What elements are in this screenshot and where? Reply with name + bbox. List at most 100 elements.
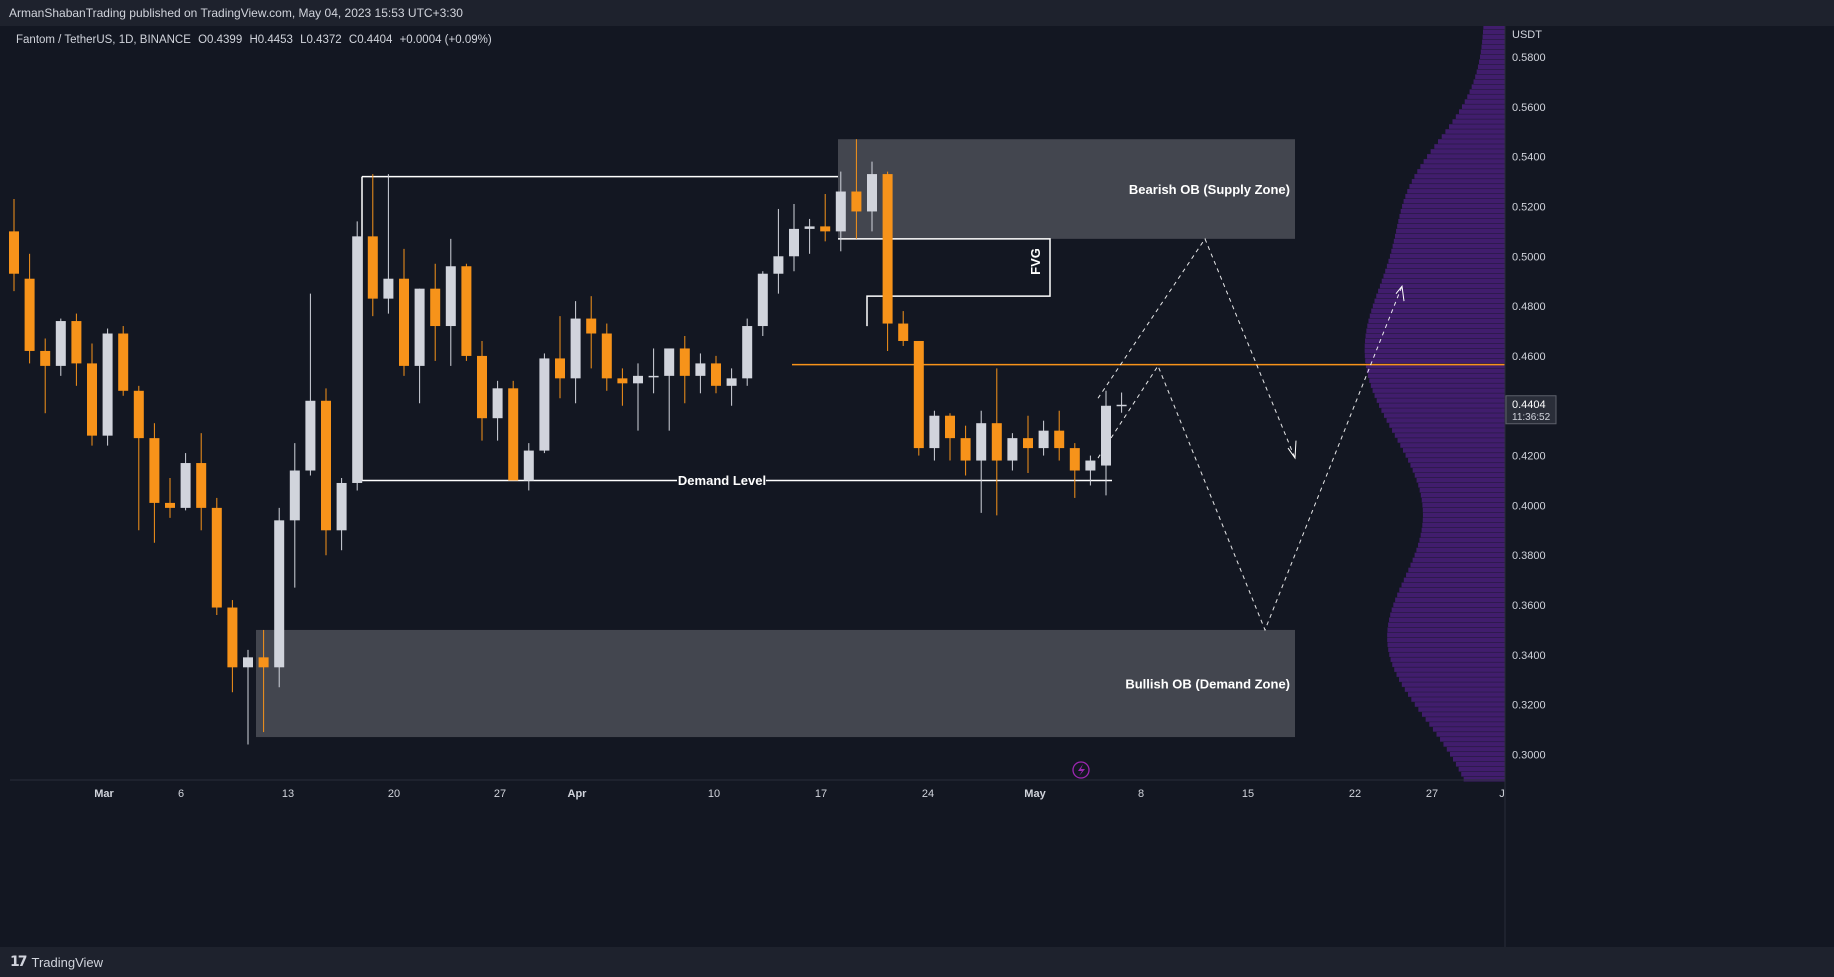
price-tick-label: 0.3600 <box>1512 600 1546 612</box>
candle-body <box>835 191 846 232</box>
candle-body <box>258 657 269 668</box>
price-tick-label: 0.3200 <box>1512 700 1546 712</box>
candle-body <box>71 321 82 364</box>
candle-body <box>40 350 51 366</box>
projection-arrowhead <box>1395 284 1405 302</box>
volume-bar <box>1421 712 1505 717</box>
volume-bar <box>1374 298 1505 304</box>
candle-body <box>882 174 893 324</box>
volume-bar <box>1399 213 1505 219</box>
order-block-zones: Bearish OB (Supply Zone) Bullish OB (Dema… <box>256 139 1295 738</box>
time-tick-label: 27 <box>1426 788 1438 800</box>
time-tick-label: 15 <box>1242 788 1254 800</box>
publish-info: ArmanShabanTrading published on TradingV… <box>9 6 463 20</box>
volume-bar <box>1483 26 1505 30</box>
volume-bar <box>1422 512 1505 518</box>
volume-bar <box>1463 776 1505 782</box>
candle-body <box>586 318 597 334</box>
volume-bar <box>1400 443 1505 448</box>
candle-body <box>180 463 191 508</box>
volume-bar <box>1400 208 1505 214</box>
volume-bar <box>1414 174 1505 179</box>
volume-bar <box>1366 368 1505 373</box>
volume-bar <box>1480 54 1505 60</box>
time-tick-label: 27 <box>494 788 506 800</box>
candle-body <box>461 266 472 356</box>
volume-bar <box>1422 522 1505 528</box>
demand-zone-label: Bullish OB (Demand Zone) <box>1125 677 1290 692</box>
volume-bar <box>1389 423 1505 428</box>
tradingview-logo[interactable]: 17 TradingView <box>10 954 103 970</box>
candle-body <box>1116 404 1127 407</box>
volume-bar <box>1395 597 1505 603</box>
volume-bar <box>1390 612 1505 618</box>
candle-body <box>523 450 534 481</box>
volume-bar <box>1419 537 1505 543</box>
candle-body <box>913 340 924 449</box>
projection-arrowhead <box>1287 440 1297 460</box>
supply-zone <box>838 139 1295 239</box>
candle-body <box>492 388 503 419</box>
price-tick-label: 0.5800 <box>1512 52 1546 64</box>
volume-bar <box>1452 119 1505 124</box>
volume-bar <box>1366 328 1505 334</box>
events-lightning-icon <box>1072 761 1090 779</box>
price-tick-label: 0.5400 <box>1512 152 1546 164</box>
candle-body <box>367 236 378 299</box>
volume-bar <box>1422 517 1505 523</box>
volume-bar <box>1434 144 1505 149</box>
volume-bar <box>1383 413 1505 418</box>
volume-bar <box>1407 692 1505 697</box>
volume-bar <box>1385 268 1505 274</box>
volume-bar <box>1365 358 1505 364</box>
volume-bar <box>1405 453 1505 458</box>
candle-body <box>414 288 425 366</box>
volume-bar <box>1475 74 1505 80</box>
volume-bar <box>1421 497 1505 503</box>
volume-bar <box>1429 722 1505 727</box>
candle-body <box>352 236 363 483</box>
volume-bar <box>1430 149 1505 154</box>
candle-body <box>336 482 347 531</box>
volume-bar <box>1365 338 1505 344</box>
brand-name: TradingView <box>31 954 104 970</box>
volume-bar <box>1479 59 1505 65</box>
volume-bar <box>1420 492 1505 498</box>
candle-body <box>1069 448 1080 471</box>
candle-body <box>570 318 581 379</box>
last-price-label: 0.4404 <box>1512 399 1546 411</box>
volume-bar <box>1378 403 1505 408</box>
candle-body <box>133 390 144 439</box>
legend-high: H0.4453 <box>249 34 293 46</box>
volume-bar <box>1391 607 1505 613</box>
volume-bar <box>1399 587 1505 593</box>
volume-bar <box>1372 303 1505 309</box>
candle-body <box>1101 405 1111 466</box>
price-tick-label: 0.3800 <box>1512 550 1546 562</box>
volume-bar <box>1419 487 1505 493</box>
volume-bar <box>1458 109 1505 114</box>
candle-body <box>976 423 987 461</box>
price-chart[interactable]: Bearish OB (Supply Zone) Bullish OB (Dema… <box>0 26 1834 947</box>
candle-body <box>383 278 394 299</box>
volume-bar <box>1388 622 1505 628</box>
candle-body <box>1007 438 1018 461</box>
volume-bar <box>1401 582 1505 588</box>
volume-bar <box>1464 99 1505 104</box>
time-tick-label: 22 <box>1349 788 1361 800</box>
candle-body <box>289 470 300 521</box>
legend-change: +0.0004 (+0.09%) <box>399 34 492 46</box>
volume-bar <box>1427 154 1505 159</box>
volume-bar <box>1417 169 1505 174</box>
volume-bar <box>1393 238 1505 244</box>
candle-body <box>1085 460 1096 471</box>
volume-bar <box>1416 547 1505 553</box>
candle-body <box>87 363 97 436</box>
candle-body <box>243 657 253 668</box>
volume-bar <box>1483 29 1505 35</box>
last-price-box <box>1505 395 1557 425</box>
volume-bar <box>1411 697 1505 702</box>
volume-bar <box>1440 737 1505 742</box>
volume-bar <box>1408 567 1505 573</box>
candle-body <box>445 266 456 327</box>
